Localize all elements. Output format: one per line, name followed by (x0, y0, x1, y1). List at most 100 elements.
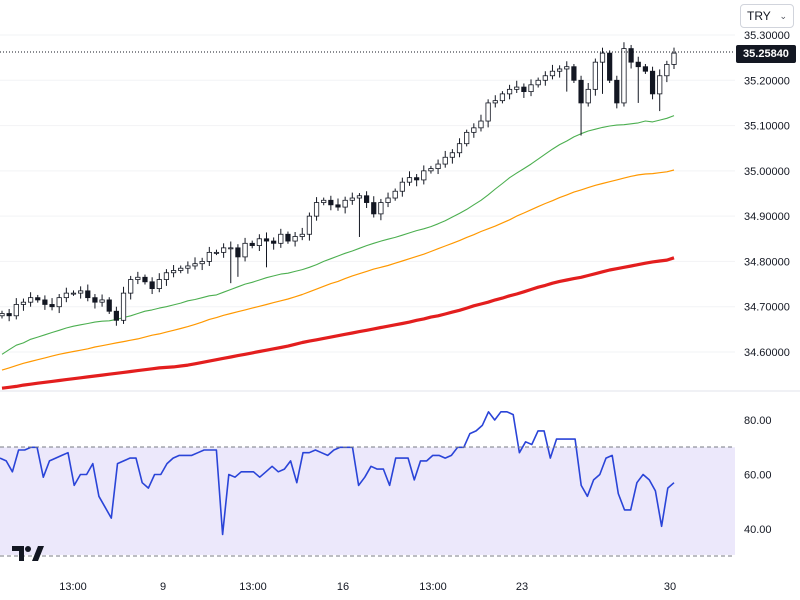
candle[interactable] (592, 58, 598, 96)
candle[interactable] (478, 114, 484, 132)
candle[interactable] (664, 60, 670, 83)
currency-select[interactable]: TRY ⌄ (740, 4, 794, 28)
candle[interactable] (306, 212, 313, 241)
candle[interactable] (178, 265, 184, 274)
candle[interactable] (392, 188, 398, 201)
candle[interactable] (621, 42, 627, 107)
candle[interactable] (428, 165, 434, 174)
candle[interactable] (571, 63, 577, 84)
candle[interactable] (363, 191, 370, 208)
candle[interactable] (6, 308, 12, 322)
candle[interactable] (185, 261, 191, 274)
candle[interactable] (63, 287, 69, 303)
candle[interactable] (657, 69, 663, 112)
candle[interactable] (278, 228, 284, 248)
candle[interactable] (42, 295, 48, 310)
candle[interactable] (628, 44, 634, 69)
candle[interactable] (299, 227, 305, 241)
candle[interactable] (285, 231, 291, 244)
candle[interactable] (321, 197, 327, 206)
candle[interactable] (406, 171, 413, 186)
candle[interactable] (120, 286, 127, 324)
candle[interactable] (263, 232, 270, 268)
candle[interactable] (349, 192, 355, 205)
candle[interactable] (20, 298, 27, 311)
candle[interactable] (399, 177, 405, 197)
candle[interactable] (499, 91, 506, 104)
candle[interactable] (70, 290, 77, 296)
candle[interactable] (149, 277, 155, 295)
candle[interactable] (106, 297, 112, 314)
candle[interactable] (35, 294, 41, 303)
candle[interactable] (356, 193, 363, 237)
candle[interactable] (585, 83, 591, 107)
candle[interactable] (128, 275, 134, 300)
candle[interactable] (142, 274, 148, 285)
candle[interactable] (471, 123, 477, 138)
candle[interactable] (170, 265, 177, 278)
candle[interactable] (642, 63, 649, 74)
candle[interactable] (542, 71, 548, 86)
candle[interactable] (156, 273, 162, 293)
candle[interactable] (199, 257, 205, 271)
candle[interactable] (78, 286, 84, 299)
candle[interactable] (342, 196, 348, 214)
candle[interactable] (371, 196, 377, 218)
candle[interactable] (521, 83, 527, 98)
candle[interactable] (614, 75, 620, 109)
candle[interactable] (635, 56, 641, 103)
candle[interactable] (557, 65, 563, 78)
candle[interactable] (163, 269, 170, 286)
candle[interactable] (27, 292, 34, 307)
candle[interactable] (528, 79, 534, 97)
candle[interactable] (221, 243, 227, 258)
candle[interactable] (564, 61, 570, 92)
candle[interactable] (506, 84, 513, 100)
candle[interactable] (213, 249, 220, 256)
candle[interactable] (449, 149, 455, 164)
candle[interactable] (514, 80, 520, 93)
candle[interactable] (414, 174, 420, 187)
candle[interactable] (206, 246, 212, 266)
candle[interactable] (649, 66, 656, 100)
candle[interactable] (378, 198, 384, 221)
candle[interactable] (249, 240, 255, 249)
candle[interactable] (56, 294, 62, 314)
candle[interactable] (578, 75, 584, 136)
rsi-axis[interactable]: 40.00 60.00 80.00 (744, 415, 772, 536)
candle[interactable] (85, 284, 91, 302)
candle[interactable] (0, 310, 5, 319)
candle[interactable] (49, 298, 55, 311)
candle[interactable] (328, 195, 334, 211)
candle[interactable] (271, 237, 277, 250)
candle[interactable] (607, 50, 613, 84)
candle[interactable] (228, 241, 234, 284)
candle[interactable] (292, 231, 298, 247)
candle[interactable] (421, 165, 427, 185)
price-axis[interactable]: 34.60000 34.70000 34.80000 34.90000 35.00000… (744, 30, 790, 359)
candle[interactable] (235, 244, 241, 277)
candle[interactable] (599, 47, 606, 94)
candle[interactable] (385, 192, 391, 208)
candle[interactable] (442, 150, 448, 168)
candle[interactable] (549, 64, 556, 80)
candle[interactable] (256, 234, 262, 252)
candle[interactable] (192, 257, 198, 270)
candle[interactable] (99, 294, 105, 307)
candle[interactable] (242, 237, 248, 262)
candle[interactable] (671, 47, 677, 69)
candle[interactable] (485, 99, 491, 128)
candle[interactable] (313, 197, 320, 221)
candle[interactable] (492, 95, 498, 108)
candle[interactable] (135, 271, 141, 285)
candle[interactable] (535, 77, 541, 88)
time-axis[interactable]: 13:00 9 13:00 16 13:00 23 30 (59, 581, 676, 593)
candle[interactable] (456, 138, 463, 158)
candle[interactable] (113, 306, 119, 326)
candle[interactable] (464, 129, 470, 147)
candle[interactable] (13, 298, 19, 320)
candle[interactable] (92, 294, 98, 309)
candle[interactable] (435, 159, 441, 175)
candlestick-series[interactable] (0, 42, 677, 326)
